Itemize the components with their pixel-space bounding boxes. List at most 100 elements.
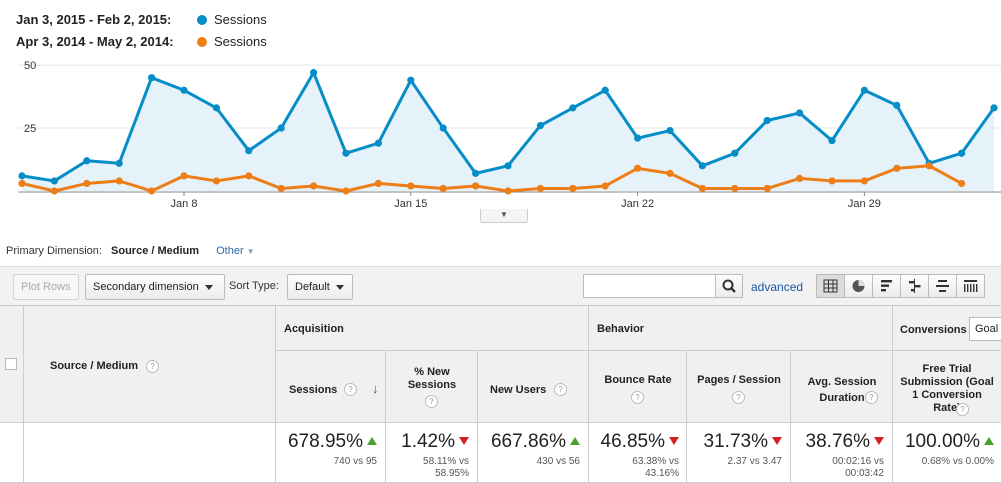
- column-header-avg-session-duration[interactable]: Avg. Session Duration ?: [791, 351, 893, 423]
- other-label: Other: [216, 245, 244, 257]
- total-value-text: 667.86%: [490, 431, 566, 452]
- series-previous-point: [50, 187, 59, 195]
- group-acquisition: Acquisition: [276, 306, 589, 351]
- chevron-down-icon: [335, 284, 344, 290]
- pivot-view-button[interactable]: [956, 274, 985, 298]
- legend-metric-previous[interactable]: Sessions: [214, 34, 267, 49]
- comparison-view-button[interactable]: [900, 274, 929, 298]
- chart-collapse-handle[interactable]: ▼: [480, 209, 528, 223]
- series-current-area: [22, 72, 994, 191]
- dimension-column-header[interactable]: Source / Medium ?: [24, 306, 276, 423]
- series-current-point: [666, 126, 674, 135]
- series-current-point: [731, 149, 739, 157]
- report-table: Source / Medium ? Acquisition Behavior C…: [0, 306, 1001, 483]
- series-previous-point: [504, 187, 512, 195]
- total-value: 678.95%: [288, 431, 377, 453]
- pie-view-button[interactable]: [844, 274, 873, 298]
- primary-dimension-other[interactable]: Other ▼: [216, 245, 255, 257]
- compare-value: 2.37 vs 3.47: [727, 456, 782, 467]
- view-switcher: [816, 274, 985, 298]
- search-button[interactable]: [715, 274, 743, 298]
- column-header-bounce-rate[interactable]: Bounce Rate ?: [589, 351, 687, 423]
- help-icon[interactable]: ?: [732, 391, 745, 404]
- legend-metric-current[interactable]: Sessions: [214, 12, 267, 27]
- column-header-sessions[interactable]: Sessions ? ↓: [276, 351, 386, 423]
- column-header-goal-conversion-rate[interactable]: Free Trial Submission (Goal 1 Conversion…: [893, 351, 1001, 423]
- series-current-point: [763, 116, 771, 125]
- help-icon[interactable]: ?: [956, 403, 969, 416]
- compare-value: 63.38% vs 43.16%: [632, 456, 679, 479]
- series-previous-point: [277, 184, 285, 193]
- goal-select[interactable]: Goal: [969, 317, 1001, 341]
- total-value: 46.85%: [601, 431, 679, 453]
- series-current-point: [212, 104, 220, 112]
- trend-down-icon: [459, 437, 469, 445]
- help-icon[interactable]: ?: [865, 391, 878, 404]
- group-behavior-label: Behavior: [597, 323, 645, 335]
- series-previous-point: [18, 179, 26, 188]
- y-tick-label: 50: [24, 60, 36, 72]
- total-value-text: 38.76%: [805, 431, 870, 452]
- group-acquisition-label: Acquisition: [284, 323, 344, 335]
- search-icon: [722, 279, 736, 293]
- series-current-point: [860, 86, 869, 94]
- series-previous-point: [212, 177, 220, 185]
- secondary-dimension-select[interactable]: Secondary dimension: [85, 274, 225, 300]
- series-previous-point: [374, 179, 382, 188]
- sort-descending-icon[interactable]: ↓: [372, 381, 379, 396]
- help-icon[interactable]: ?: [344, 383, 357, 396]
- chevron-down-icon: ▼: [246, 247, 255, 256]
- table-toolbar: Plot Rows Secondary dimension Sort Type:…: [0, 266, 1001, 306]
- series-current-point: [180, 86, 188, 94]
- select-all-checkbox[interactable]: [5, 358, 17, 370]
- compare-value: 0.68% vs 0.00%: [921, 456, 994, 467]
- help-icon[interactable]: ?: [425, 395, 438, 408]
- total-value: 100.00%: [905, 431, 994, 453]
- pie-chart-icon: [852, 280, 865, 292]
- series-current-point: [569, 104, 577, 112]
- trend-up-icon: [570, 437, 580, 445]
- column-label: Avg. Session Duration: [807, 376, 877, 404]
- series-previous-point: [245, 172, 253, 180]
- series-previous-point: [925, 162, 933, 170]
- advanced-filter-link[interactable]: advanced: [751, 280, 804, 294]
- series-current-point: [634, 134, 642, 142]
- plot-rows-button[interactable]: Plot Rows: [13, 274, 79, 300]
- term-cloud-view-button[interactable]: [928, 274, 957, 298]
- series-previous-point: [115, 177, 123, 185]
- y-tick-label: 25: [24, 123, 36, 135]
- total-new-sessions: 1.42% 58.11% vs 58.95%: [386, 423, 478, 483]
- total-value-text: 100.00%: [904, 431, 980, 452]
- primary-dimension-bar: Primary Dimension: Source / Medium Other…: [6, 245, 255, 257]
- total-value-text: 1.42%: [401, 431, 455, 452]
- group-conversions-label: Conversions: [900, 324, 967, 336]
- help-icon[interactable]: ?: [146, 360, 159, 373]
- total-goal-conversion-rate: 100.00% 0.68% vs 0.00%: [893, 423, 1001, 483]
- trend-up-icon: [984, 437, 994, 445]
- series-previous-point: [634, 164, 642, 172]
- series-previous-point: [893, 164, 901, 172]
- column-header-new-sessions[interactable]: % New Sessions ?: [386, 351, 478, 423]
- series-previous-point: [601, 182, 609, 190]
- series-previous-point: [536, 184, 545, 193]
- help-icon[interactable]: ?: [631, 391, 644, 404]
- series-current-point: [472, 169, 480, 177]
- total-value: 31.73%: [704, 431, 782, 453]
- column-header-pages-per-session[interactable]: Pages / Session ?: [687, 351, 791, 423]
- table-search-input[interactable]: [583, 274, 716, 298]
- series-previous-point: [698, 184, 707, 193]
- series-current-point: [536, 121, 545, 130]
- total-new-users: 667.86% 430 vs 56: [478, 423, 589, 483]
- table-view-button[interactable]: [816, 274, 845, 298]
- sort-type-select[interactable]: Default: [287, 274, 353, 300]
- column-header-new-users[interactable]: New Users ?: [478, 351, 589, 423]
- series-current-point: [958, 149, 966, 157]
- series-previous-point: [180, 172, 188, 180]
- series-current-point: [115, 159, 123, 167]
- help-icon[interactable]: ?: [554, 383, 567, 396]
- total-value: 38.76%: [806, 431, 884, 453]
- sort-type-value: Default: [295, 281, 330, 293]
- primary-dimension-value[interactable]: Source / Medium: [111, 245, 200, 257]
- series-previous-point: [310, 182, 318, 190]
- performance-view-button[interactable]: [872, 274, 901, 298]
